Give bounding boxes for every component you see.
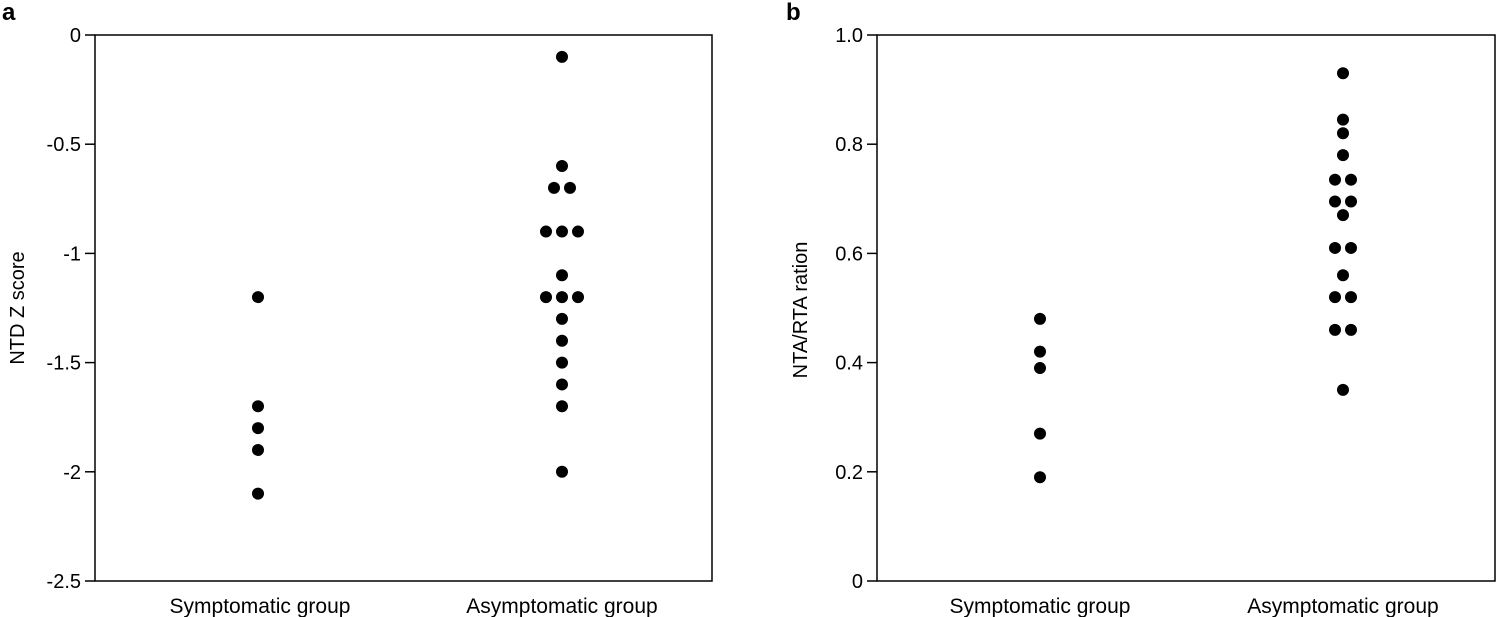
panel-b-data-point xyxy=(1337,149,1349,162)
panel-b-data-point xyxy=(1337,127,1349,140)
panel-a-y-tick-label: -1.5 xyxy=(47,353,81,375)
panel-a-y-tick-label: -2.5 xyxy=(47,571,81,593)
panel-a-y-axis-label: NTD Z score xyxy=(7,251,29,364)
panel-a-y-tick-label: 0 xyxy=(70,25,81,47)
panel-b-x-category-label: Symptomatic group xyxy=(950,595,1131,617)
panel-a-data-points xyxy=(252,50,584,500)
panel-b-y-tick-label: 1.0 xyxy=(835,25,863,47)
panel-b-data-point xyxy=(1329,241,1341,254)
panel-a-letter: a xyxy=(2,0,16,26)
panel-a-data-point xyxy=(252,291,264,304)
panel-a-data-point xyxy=(252,400,264,413)
panel-a-data-point xyxy=(556,160,568,173)
panel-a-data-point xyxy=(556,291,568,304)
panel-a-y-tick-label: -0.5 xyxy=(47,134,81,156)
panel-a-data-point xyxy=(252,422,264,435)
panel-a-data-point xyxy=(540,225,552,238)
panel-a-y-tick-label: -1 xyxy=(63,243,81,265)
panel-b-data-point xyxy=(1337,209,1349,222)
panel-b-data-point xyxy=(1329,323,1341,336)
panel-a-y-axis: 0 -0.5 -1 -1.5 -2 -2.5 xyxy=(47,25,95,593)
panel-a-x-axis: Symptomatic group Asymptomatic group xyxy=(170,595,658,617)
panel-b-y-tick-label: 0.6 xyxy=(835,243,863,265)
panel-b-x-category-label: Asymptomatic group xyxy=(1247,595,1438,617)
panel-a-data-point xyxy=(556,356,568,369)
panel-b-data-point xyxy=(1337,269,1349,282)
panel-b-y-axis-label: NTA/RTA ration xyxy=(790,242,812,379)
panel-b-y-tick-label: 0.2 xyxy=(835,462,863,484)
panel-b-data-point xyxy=(1034,427,1046,440)
panel-b-data-point xyxy=(1034,471,1046,484)
panel-a-data-point xyxy=(548,181,560,194)
panel-a-y-tick-label: -2 xyxy=(63,462,81,484)
panel-b-y-tick-label: 0.4 xyxy=(835,353,863,375)
panel-b-chart: b 1.0 0.8 0.6 0.4 0.2 0 Symptomatic group Asy… xyxy=(786,0,1496,617)
panel-a-plot-frame xyxy=(94,34,713,582)
panel-b-y-axis: 1.0 0.8 0.6 0.4 0.2 0 xyxy=(835,25,877,593)
panel-a-chart: a 0 -0.5 -1 -1.5 -2 -2.5 Symptomatic group As… xyxy=(2,0,713,617)
panel-b-plot-frame xyxy=(876,34,1496,582)
panel-a-data-point xyxy=(556,312,568,325)
panel-b-data-point xyxy=(1345,291,1357,304)
panel-b-letter: b xyxy=(786,0,801,26)
panel-b-data-point xyxy=(1329,195,1341,208)
panel-a-x-category-label: Asymptomatic group xyxy=(466,595,657,617)
panel-a-data-point xyxy=(556,465,568,478)
panel-b-data-point xyxy=(1345,195,1357,208)
panel-b-data-point xyxy=(1337,383,1349,396)
panel-a-x-category-label: Symptomatic group xyxy=(170,595,351,617)
panel-a-data-point xyxy=(556,400,568,413)
panel-b-x-axis: Symptomatic group Asymptomatic group xyxy=(950,595,1439,617)
panel-a-data-point xyxy=(252,487,264,500)
panel-a-data-point xyxy=(556,378,568,391)
panel-b-data-point xyxy=(1345,173,1357,186)
panel-a-data-point xyxy=(572,225,584,238)
panel-b-y-tick-label: 0 xyxy=(852,571,863,593)
panel-a-data-point xyxy=(540,291,552,304)
panel-a-data-point xyxy=(564,181,576,194)
panel-b-data-point xyxy=(1034,345,1046,358)
panel-b-data-point xyxy=(1337,67,1349,80)
panel-a-data-point xyxy=(572,291,584,304)
panel-b-data-points xyxy=(1034,67,1357,484)
panel-a-data-point xyxy=(556,225,568,238)
panel-b-data-point xyxy=(1337,113,1349,126)
panel-a-data-point xyxy=(556,50,568,63)
panel-b-data-point xyxy=(1345,241,1357,254)
panel-b-data-point xyxy=(1329,291,1341,304)
panel-b-data-point xyxy=(1034,362,1046,375)
panel-b-data-point xyxy=(1345,323,1357,336)
panel-b-y-tick-label: 0.8 xyxy=(835,134,863,156)
panel-a-data-point xyxy=(556,269,568,282)
panel-b-data-point xyxy=(1034,312,1046,325)
panel-a-data-point xyxy=(252,443,264,456)
panel-a-data-point xyxy=(556,334,568,347)
panel-b-data-point xyxy=(1329,173,1341,186)
